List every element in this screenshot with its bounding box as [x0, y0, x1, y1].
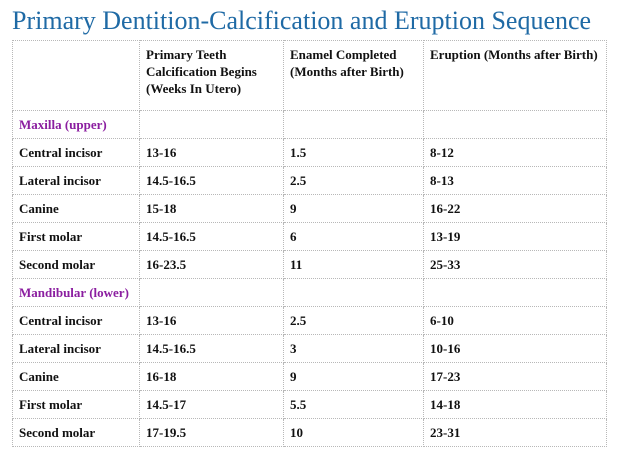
section-row-maxilla: Maxilla (upper) — [12, 110, 607, 139]
header-cell-enamel: Enamel Completed (Months after Birth) — [283, 40, 424, 111]
eruption-cell: 6-10 — [423, 306, 607, 335]
table-row: Central incisor 13-16 2.5 6-10 — [12, 306, 607, 335]
calcification-cell: 14.5-16.5 — [139, 334, 284, 363]
calcification-cell: 15-18 — [139, 194, 284, 223]
eruption-cell: 14-18 — [423, 390, 607, 419]
eruption-cell: 13-19 — [423, 222, 607, 251]
tooth-name-cell: Canine — [12, 362, 140, 391]
table-row: Second molar 17-19.5 10 23-31 — [12, 418, 607, 447]
table-row: Second molar 16-23.5 11 25-33 — [12, 250, 607, 279]
header-row: Primary Teeth Calcification Begins (Week… — [12, 40, 607, 111]
tooth-name-cell: First molar — [12, 390, 140, 419]
tooth-name-cell: Second molar — [12, 250, 140, 279]
eruption-cell: 10-16 — [423, 334, 607, 363]
calcification-cell: 16-18 — [139, 362, 284, 391]
enamel-cell: 6 — [283, 222, 424, 251]
enamel-cell: 3 — [283, 334, 424, 363]
section-label: Maxilla (upper) — [12, 110, 140, 139]
tooth-name-cell: Lateral incisor — [12, 166, 140, 195]
calcification-cell: 16-23.5 — [139, 250, 284, 279]
table-row: Canine 16-18 9 17-23 — [12, 362, 607, 391]
header-cell-tooth — [12, 40, 140, 111]
table-row: Canine 15-18 9 16-22 — [12, 194, 607, 223]
section-label: Mandibular (lower) — [12, 278, 140, 307]
eruption-cell: 17-23 — [423, 362, 607, 391]
section-row-mandibular: Mandibular (lower) — [12, 278, 607, 307]
eruption-cell: 23-31 — [423, 418, 607, 447]
enamel-cell: 9 — [283, 194, 424, 223]
enamel-cell: 9 — [283, 362, 424, 391]
tooth-name-cell: Second molar — [12, 418, 140, 447]
enamel-cell: 2.5 — [283, 166, 424, 195]
eruption-cell: 8-12 — [423, 138, 607, 167]
calcification-cell: 14.5-17 — [139, 390, 284, 419]
table-row: Central incisor 13-16 1.5 8-12 — [12, 138, 607, 167]
table-row: First molar 14.5-17 5.5 14-18 — [12, 390, 607, 419]
calcification-cell: 14.5-16.5 — [139, 166, 284, 195]
tooth-name-cell: Central incisor — [12, 306, 140, 335]
page-title: Primary Dentition-Calcification and Erup… — [12, 6, 592, 35]
header-cell-eruption: Eruption (Months after Birth) — [423, 40, 607, 111]
enamel-cell: 10 — [283, 418, 424, 447]
calcification-cell: 13-16 — [139, 138, 284, 167]
enamel-cell: 1.5 — [283, 138, 424, 167]
table-row: Lateral incisor 14.5-16.5 2.5 8-13 — [12, 166, 607, 195]
tooth-name-cell: First molar — [12, 222, 140, 251]
tooth-name-cell: Canine — [12, 194, 140, 223]
eruption-cell: 25-33 — [423, 250, 607, 279]
table-row: First molar 14.5-16.5 6 13-19 — [12, 222, 607, 251]
enamel-cell: 5.5 — [283, 390, 424, 419]
tooth-name-cell: Central incisor — [12, 138, 140, 167]
header-cell-calcification: Primary Teeth Calcification Begins (Week… — [139, 40, 284, 111]
dentition-table: Primary Teeth Calcification Begins (Week… — [12, 40, 607, 447]
enamel-cell: 2.5 — [283, 306, 424, 335]
eruption-cell: 16-22 — [423, 194, 607, 223]
enamel-cell: 11 — [283, 250, 424, 279]
calcification-cell: 14.5-16.5 — [139, 222, 284, 251]
eruption-cell: 8-13 — [423, 166, 607, 195]
calcification-cell: 17-19.5 — [139, 418, 284, 447]
table-row: Lateral incisor 14.5-16.5 3 10-16 — [12, 334, 607, 363]
tooth-name-cell: Lateral incisor — [12, 334, 140, 363]
calcification-cell: 13-16 — [139, 306, 284, 335]
